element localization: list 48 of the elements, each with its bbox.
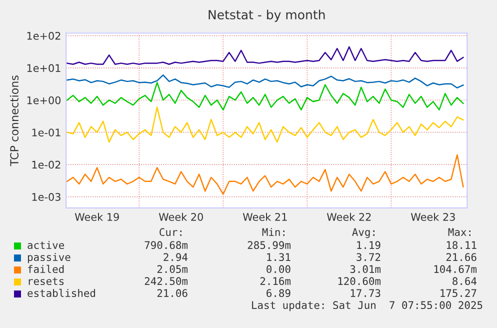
- text: 1.31: [267, 253, 290, 262]
- text: Last update: Sat Jun 7 07:55:00 2025: [252, 300, 482, 312]
- text: Max:: [448, 228, 470, 236]
- text: 17.73: [350, 289, 380, 298]
- text: 175.27: [440, 289, 476, 298]
- chart-title: Netstat - by month: [208, 10, 325, 22]
- line-series: [66, 74, 464, 88]
- legend-label: failed: [28, 264, 64, 274]
- legend-label: resets: [28, 278, 64, 286]
- text: 21.06: [157, 289, 188, 298]
- text: 6.89: [266, 289, 290, 298]
- text: 21.66: [446, 253, 476, 262]
- y-tick-label: 1e-01: [32, 128, 60, 136]
- x-tick-label: Week 20: [158, 212, 203, 221]
- text: 104.67m: [434, 265, 477, 274]
- y-axis-title: TCP connections: [10, 76, 19, 166]
- y-tick-label: 1e+02: [27, 32, 60, 40]
- line-series: [66, 154, 464, 195]
- text: 120.60m: [338, 277, 381, 286]
- text: 790.68m: [144, 241, 188, 250]
- line-series: [66, 46, 464, 65]
- text: 285.99m: [248, 241, 291, 250]
- x-tick-label: Week 23: [410, 212, 455, 221]
- y-tick-label: 1e-03: [32, 193, 60, 201]
- text: Min:: [262, 228, 284, 236]
- text: 2.16m: [260, 277, 291, 286]
- text: 18.11: [446, 241, 476, 250]
- y-tick-label: 1e+00: [27, 96, 61, 104]
- x-tick-label: Week 21: [242, 212, 287, 221]
- text: Cur:: [160, 228, 182, 236]
- y-tick-label: 1e-02: [32, 160, 60, 169]
- text: 242.50m: [144, 277, 188, 286]
- text: 2.94: [164, 253, 188, 262]
- text: 1.19: [357, 241, 380, 250]
- legend-label: active: [28, 240, 64, 250]
- y-tick-label: 1e+01: [27, 64, 60, 72]
- line-series: [66, 106, 464, 143]
- legend-label: passive: [28, 252, 70, 264]
- line-series: [66, 82, 464, 110]
- legend-label: established: [28, 288, 96, 298]
- text: Avg:: [352, 228, 374, 238]
- text: 0.00: [266, 265, 290, 274]
- x-tick-label: Week 22: [326, 212, 371, 221]
- text: 8.64: [452, 277, 477, 286]
- text: 3.72: [356, 253, 380, 262]
- x-tick-label: Week 19: [74, 212, 119, 221]
- text: 3.01m: [350, 265, 381, 274]
- text: 2.05m: [157, 265, 188, 274]
